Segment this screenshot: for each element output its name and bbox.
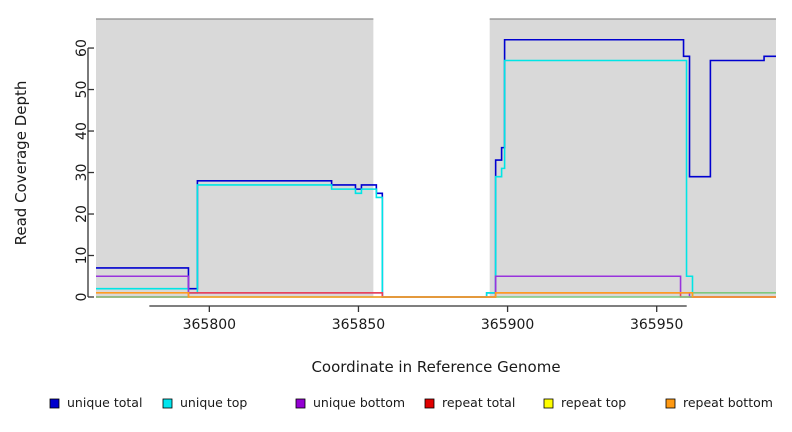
legend-swatch-2 bbox=[295, 398, 306, 409]
y-tick-label-4: 40 bbox=[74, 122, 90, 140]
legend-item-repeat-bottom[interactable]: repeat bottom bbox=[665, 395, 773, 410]
legend-item-unique-top[interactable]: unique top bbox=[162, 395, 247, 410]
chart-legend: unique total unique top unique bottom repea… bbox=[49, 395, 773, 410]
x-tick-label-0: 365800 bbox=[183, 317, 236, 333]
y-axis-title: Read Coverage Depth bbox=[12, 81, 30, 246]
legend-swatch-3 bbox=[424, 398, 435, 409]
y-tick-label-2: 20 bbox=[74, 205, 90, 223]
x-axis-title: Coordinate in Reference Genome bbox=[311, 358, 560, 376]
legend-swatch-1 bbox=[162, 398, 173, 409]
shaded-band-1 bbox=[489, 19, 776, 297]
legend-swatch-5 bbox=[665, 398, 676, 409]
y-tick-label-0: 0 bbox=[74, 293, 90, 302]
legend-swatch-0 bbox=[49, 398, 60, 409]
shaded-band-0 bbox=[96, 19, 374, 297]
legend-label-0: unique total bbox=[67, 395, 142, 410]
legend-label-2: unique bottom bbox=[313, 395, 405, 410]
x-tick-label-2: 365900 bbox=[481, 317, 534, 333]
legend-label-4: repeat top bbox=[561, 395, 626, 410]
legend-swatch-4 bbox=[543, 398, 554, 409]
y-tick-label-1: 10 bbox=[74, 247, 90, 265]
series-unique-top bbox=[96, 59, 776, 298]
legend-item-repeat-top[interactable]: repeat top bbox=[543, 395, 626, 410]
shaded-bands bbox=[96, 19, 776, 297]
data-series-group bbox=[96, 38, 776, 298]
y-tick-label-5: 50 bbox=[74, 81, 90, 99]
x-tick-label-1: 365850 bbox=[332, 317, 385, 333]
x-tick-label-3: 365950 bbox=[630, 317, 683, 333]
y-tick-label-3: 30 bbox=[74, 164, 90, 182]
legend-item-unique-total[interactable]: unique total bbox=[49, 395, 142, 410]
x-axis: 365800 365850 365900 365950 bbox=[149, 305, 687, 333]
legend-item-unique-bottom[interactable]: unique bottom bbox=[295, 395, 405, 410]
y-axis: 0 10 20 30 40 50 60 bbox=[74, 39, 94, 301]
legend-label-1: unique top bbox=[180, 395, 247, 410]
legend-label-5: repeat bottom bbox=[683, 395, 773, 410]
legend-item-repeat-total[interactable]: repeat total bbox=[424, 395, 515, 410]
series-repeat-bottom bbox=[96, 292, 776, 298]
legend-label-3: repeat total bbox=[442, 395, 515, 410]
y-tick-label-6: 60 bbox=[74, 39, 90, 57]
